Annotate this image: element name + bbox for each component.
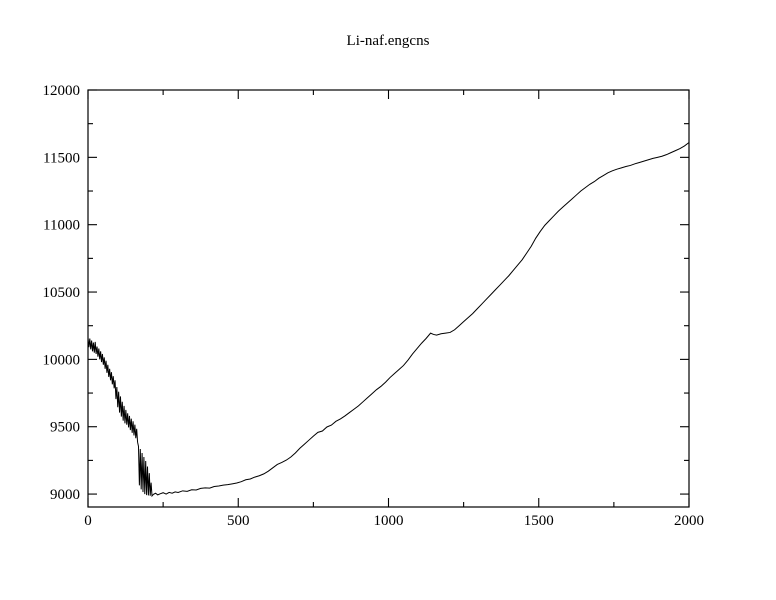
axis-tick-labels: 0 500 1000 1500 2000 9000 9500 10000 10500 11000 1… [43, 83, 705, 529]
x-tick-label: 2000 [674, 513, 704, 529]
chart-title: Li-naf.engcns [347, 33, 430, 49]
plot-frame [87, 89, 690, 508]
frame-rect [87, 89, 690, 508]
data-series [87, 142, 690, 498]
series-line [87, 142, 690, 498]
y-tick-label: 10000 [43, 352, 81, 368]
y-tick-label: 10500 [43, 285, 81, 301]
x-tick-label: 1500 [524, 513, 554, 529]
y-tick-label: 9500 [50, 420, 80, 436]
y-tick-label: 11500 [43, 150, 80, 166]
y-tick-label: 11000 [43, 218, 80, 234]
y-tick-label: 12000 [43, 83, 81, 99]
axis-ticks [87, 89, 690, 507]
x-tick-label: 0 [84, 513, 92, 529]
x-tick-label: 1000 [374, 513, 404, 529]
y-tick-label: 9000 [50, 487, 80, 503]
x-tick-label: 500 [227, 513, 250, 529]
